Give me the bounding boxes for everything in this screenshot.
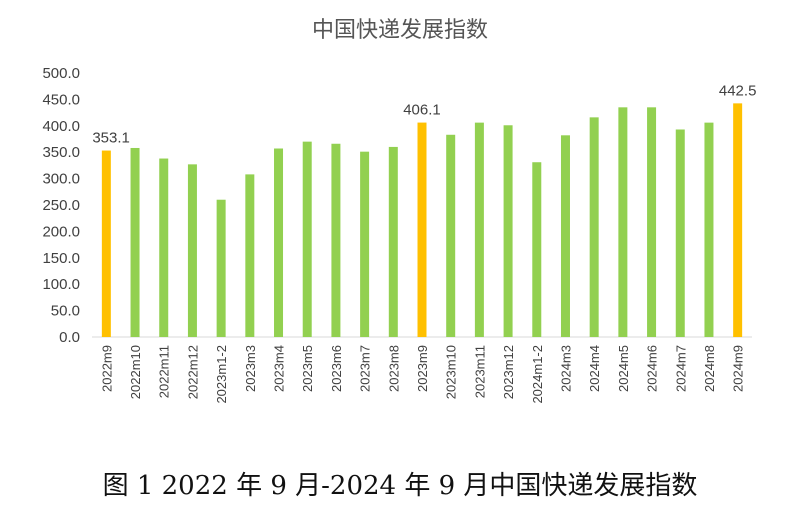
data-label: 406.1 [403, 102, 441, 119]
x-tick-label: 2023m3 [243, 345, 258, 392]
x-tick-label: 2024m4 [587, 345, 602, 392]
x-tick-label: 2024m7 [673, 345, 688, 392]
bar [618, 107, 628, 337]
x-tick-label: 2023m5 [300, 345, 315, 392]
y-tick-label: 150.0 [42, 250, 80, 267]
x-tick-label: 2024m6 [645, 345, 660, 392]
chart-title: 中国快递发展指数 [311, 18, 488, 43]
y-tick-label: 300.0 [42, 171, 80, 188]
x-tick-label: 2023m7 [358, 345, 373, 392]
bar [331, 143, 341, 337]
bar [302, 141, 312, 337]
y-tick-label: 100.0 [42, 276, 80, 293]
x-tick-label: 2023m12 [501, 345, 516, 399]
bar [274, 148, 284, 337]
bar [360, 151, 370, 337]
bar [647, 107, 657, 337]
bar [474, 122, 484, 338]
data-label: 442.5 [719, 82, 757, 99]
x-tick-label: 2023m4 [272, 345, 287, 392]
x-tick-label: 2023m9 [415, 345, 430, 392]
y-tick-label: 500.0 [42, 65, 80, 82]
x-tick-label: 2024m9 [731, 345, 746, 392]
x-tick-label: 2022m9 [99, 345, 114, 392]
y-tick-label: 250.0 [42, 197, 80, 214]
bar [130, 147, 140, 337]
x-tick-label: 2022m12 [185, 345, 200, 399]
bar [101, 150, 111, 337]
x-tick-label: 2023m10 [444, 345, 459, 399]
bar [216, 199, 226, 337]
x-tick-label: 2023m8 [386, 345, 401, 392]
x-tick-label: 2024m8 [702, 345, 717, 392]
x-tick-label: 2022m10 [128, 345, 143, 399]
data-label: 353.1 [92, 130, 130, 147]
y-tick-label: 450.0 [42, 91, 80, 108]
y-tick-label: 350.0 [42, 144, 80, 161]
y-tick-label: 400.0 [42, 118, 80, 135]
bar [159, 158, 169, 337]
bar [560, 135, 570, 337]
bar [187, 164, 197, 337]
bar [417, 122, 427, 338]
bar [733, 103, 743, 337]
x-tick-label: 2023m11 [472, 345, 487, 398]
bar [245, 174, 255, 337]
bar [589, 117, 599, 338]
x-tick-label: 2023m1-2 [214, 345, 229, 404]
bar [388, 146, 398, 337]
bar [503, 125, 513, 337]
bar [704, 122, 714, 338]
y-tick-label: 50.0 [51, 303, 80, 320]
bar [446, 134, 456, 337]
x-tick-label: 2024m1-2 [530, 345, 545, 404]
y-tick-label: 200.0 [42, 223, 80, 240]
x-tick-label: 2022m11 [157, 345, 172, 398]
y-tick-label: 0.0 [59, 329, 80, 346]
x-tick-label: 2023m6 [329, 345, 344, 392]
figure-caption: 图 1 2022 年 9 月-2024 年 9 月中国快递发展指数 [102, 471, 698, 501]
bar [532, 162, 542, 337]
x-tick-label: 2024m5 [616, 345, 631, 392]
x-tick-label: 2024m3 [558, 345, 573, 392]
bar [675, 129, 685, 337]
